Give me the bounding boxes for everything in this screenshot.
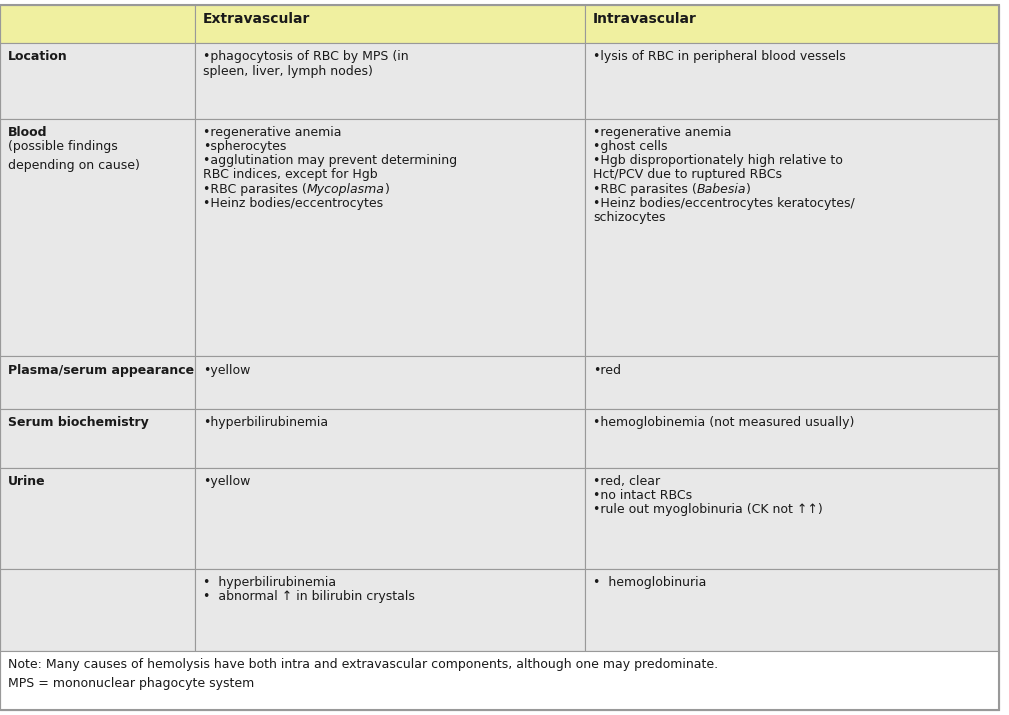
Bar bbox=[195, 357, 585, 409]
Text: Urine: Urine bbox=[8, 475, 45, 488]
Text: •spherocytes: •spherocytes bbox=[203, 140, 287, 153]
Bar bbox=[195, 5, 585, 44]
Text: •hyperbilirubinemia: •hyperbilirubinemia bbox=[203, 416, 328, 429]
Text: Serum biochemistry: Serum biochemistry bbox=[8, 416, 148, 429]
Text: •rule out myoglobinuria (CK not ↑↑): •rule out myoglobinuria (CK not ↑↑) bbox=[593, 503, 822, 516]
Bar bbox=[195, 468, 585, 568]
Text: •yellow: •yellow bbox=[203, 475, 250, 488]
Text: •regenerative anemia: •regenerative anemia bbox=[593, 127, 732, 139]
Text: •yellow: •yellow bbox=[203, 363, 250, 377]
Text: •red, clear: •red, clear bbox=[593, 475, 660, 488]
Text: •  abnormal ↑ in bilirubin crystals: • abnormal ↑ in bilirubin crystals bbox=[203, 590, 415, 603]
Bar bbox=[0, 568, 195, 651]
Text: Blood: Blood bbox=[8, 127, 47, 139]
Text: •no intact RBCs: •no intact RBCs bbox=[593, 489, 692, 502]
Text: •RBC parasites (: •RBC parasites ( bbox=[593, 182, 697, 196]
Bar bbox=[0, 5, 195, 44]
Bar bbox=[585, 568, 999, 651]
Text: •regenerative anemia: •regenerative anemia bbox=[203, 127, 341, 139]
Bar bbox=[195, 119, 585, 357]
Bar bbox=[0, 651, 999, 710]
Bar bbox=[0, 468, 195, 568]
Text: Babesia: Babesia bbox=[697, 182, 747, 196]
Text: (possible findings
depending on cause): (possible findings depending on cause) bbox=[8, 140, 140, 172]
Text: •red: •red bbox=[593, 363, 621, 377]
Bar bbox=[585, 357, 999, 409]
Text: •lysis of RBC in peripheral blood vessels: •lysis of RBC in peripheral blood vessel… bbox=[593, 51, 846, 64]
Text: schizocytes: schizocytes bbox=[593, 211, 666, 224]
Text: •Heinz bodies/eccentrocytes: •Heinz bodies/eccentrocytes bbox=[203, 197, 383, 209]
Text: Hct/PCV due to ruptured RBCs: Hct/PCV due to ruptured RBCs bbox=[593, 169, 782, 182]
Bar bbox=[0, 119, 195, 357]
Bar bbox=[0, 409, 195, 468]
Text: Plasma/serum appearance: Plasma/serum appearance bbox=[8, 363, 194, 377]
Text: •  hyperbilirubinemia: • hyperbilirubinemia bbox=[203, 576, 336, 588]
Bar bbox=[585, 5, 999, 44]
Bar bbox=[0, 44, 195, 119]
Text: Extravascular: Extravascular bbox=[203, 12, 311, 26]
Text: •Heinz bodies/eccentrocytes keratocytes/: •Heinz bodies/eccentrocytes keratocytes/ bbox=[593, 197, 855, 209]
Text: •RBC parasites (: •RBC parasites ( bbox=[203, 182, 307, 196]
Text: Intravascular: Intravascular bbox=[593, 12, 697, 26]
Text: •agglutination may prevent determining: •agglutination may prevent determining bbox=[203, 154, 457, 167]
Text: •  hemoglobinuria: • hemoglobinuria bbox=[593, 576, 706, 588]
Text: spleen, liver, lymph nodes): spleen, liver, lymph nodes) bbox=[203, 64, 373, 78]
Bar bbox=[0, 357, 195, 409]
Bar bbox=[585, 44, 999, 119]
Text: •Hgb disproportionately high relative to: •Hgb disproportionately high relative to bbox=[593, 154, 843, 167]
Text: RBC indices, except for Hgb: RBC indices, except for Hgb bbox=[203, 169, 377, 182]
Text: •ghost cells: •ghost cells bbox=[593, 140, 668, 153]
Bar bbox=[195, 409, 585, 468]
Text: Note: Many causes of hemolysis have both intra and extravascular components, alt: Note: Many causes of hemolysis have both… bbox=[8, 659, 718, 691]
Bar bbox=[195, 568, 585, 651]
Text: •hemoglobinemia (not measured usually): •hemoglobinemia (not measured usually) bbox=[593, 416, 855, 429]
Text: Location: Location bbox=[8, 51, 68, 64]
Text: ): ) bbox=[384, 182, 389, 196]
Bar bbox=[585, 119, 999, 357]
Bar bbox=[195, 44, 585, 119]
Text: •phagocytosis of RBC by MPS (in: •phagocytosis of RBC by MPS (in bbox=[203, 51, 409, 64]
Bar bbox=[585, 409, 999, 468]
Text: Mycoplasma: Mycoplasma bbox=[307, 182, 384, 196]
Bar bbox=[585, 468, 999, 568]
Text: ): ) bbox=[747, 182, 751, 196]
